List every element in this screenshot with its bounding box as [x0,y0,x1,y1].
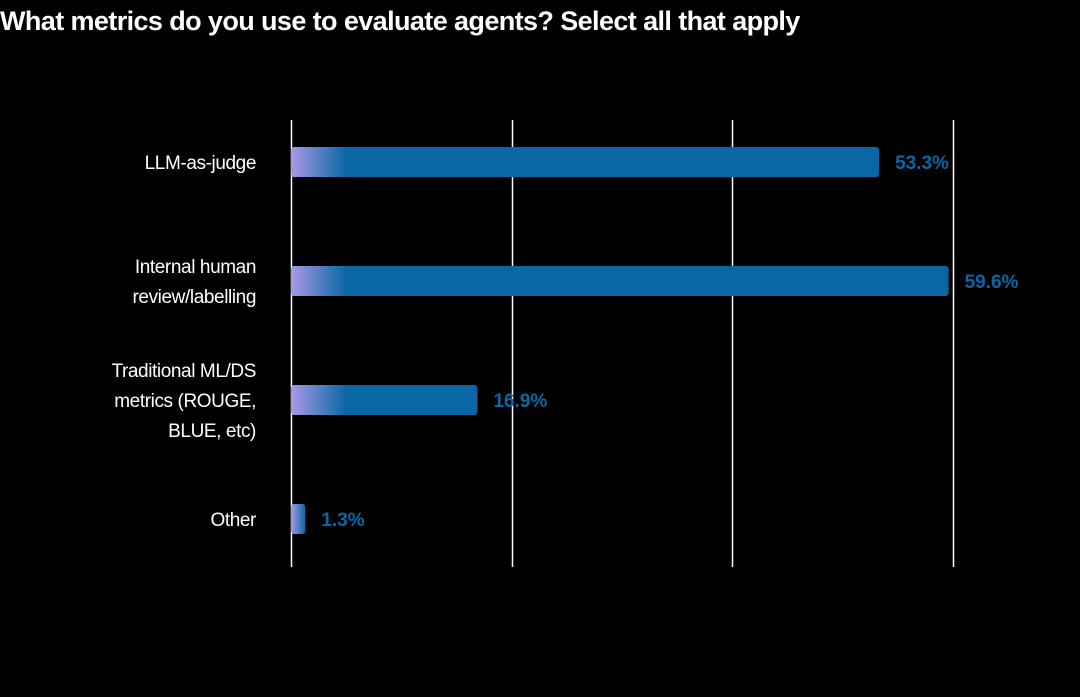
value-label-2: 16.9% [493,391,547,412]
category-label-2-line-0: Traditional ML/DS [111,361,256,382]
labels: 53.3% LLM-as-judge 59.6% Internal human revi… [111,153,1018,531]
bar-3 [291,504,306,534]
category-label-1: Internal human review/labelling [132,257,256,308]
category-label-3-line-0: Other [210,510,257,531]
bar-1 [291,266,949,296]
value-label-1: 59.6% [965,272,1019,293]
gridlines [290,120,955,567]
bar-0 [291,147,880,177]
value-label-0: 53.3% [895,153,949,174]
chart-title: What metrics do you use to evaluate agen… [0,6,800,36]
category-label-1-line-0: Internal human [135,257,256,278]
category-label-3: Other [210,510,257,531]
bar-2 [291,385,478,415]
bars [291,147,949,534]
value-label-3: 1.3% [321,510,364,531]
category-label-0-line-0: LLM-as-judge [145,153,256,174]
category-label-2-line-1: metrics (ROUGE, [114,391,256,412]
category-label-1-line-1: review/labelling [132,287,256,308]
category-label-2: Traditional ML/DS metrics (ROUGE, BLUE, et… [111,361,256,442]
category-label-0: LLM-as-judge [145,153,256,174]
category-label-2-line-2: BLUE, etc) [168,421,256,442]
